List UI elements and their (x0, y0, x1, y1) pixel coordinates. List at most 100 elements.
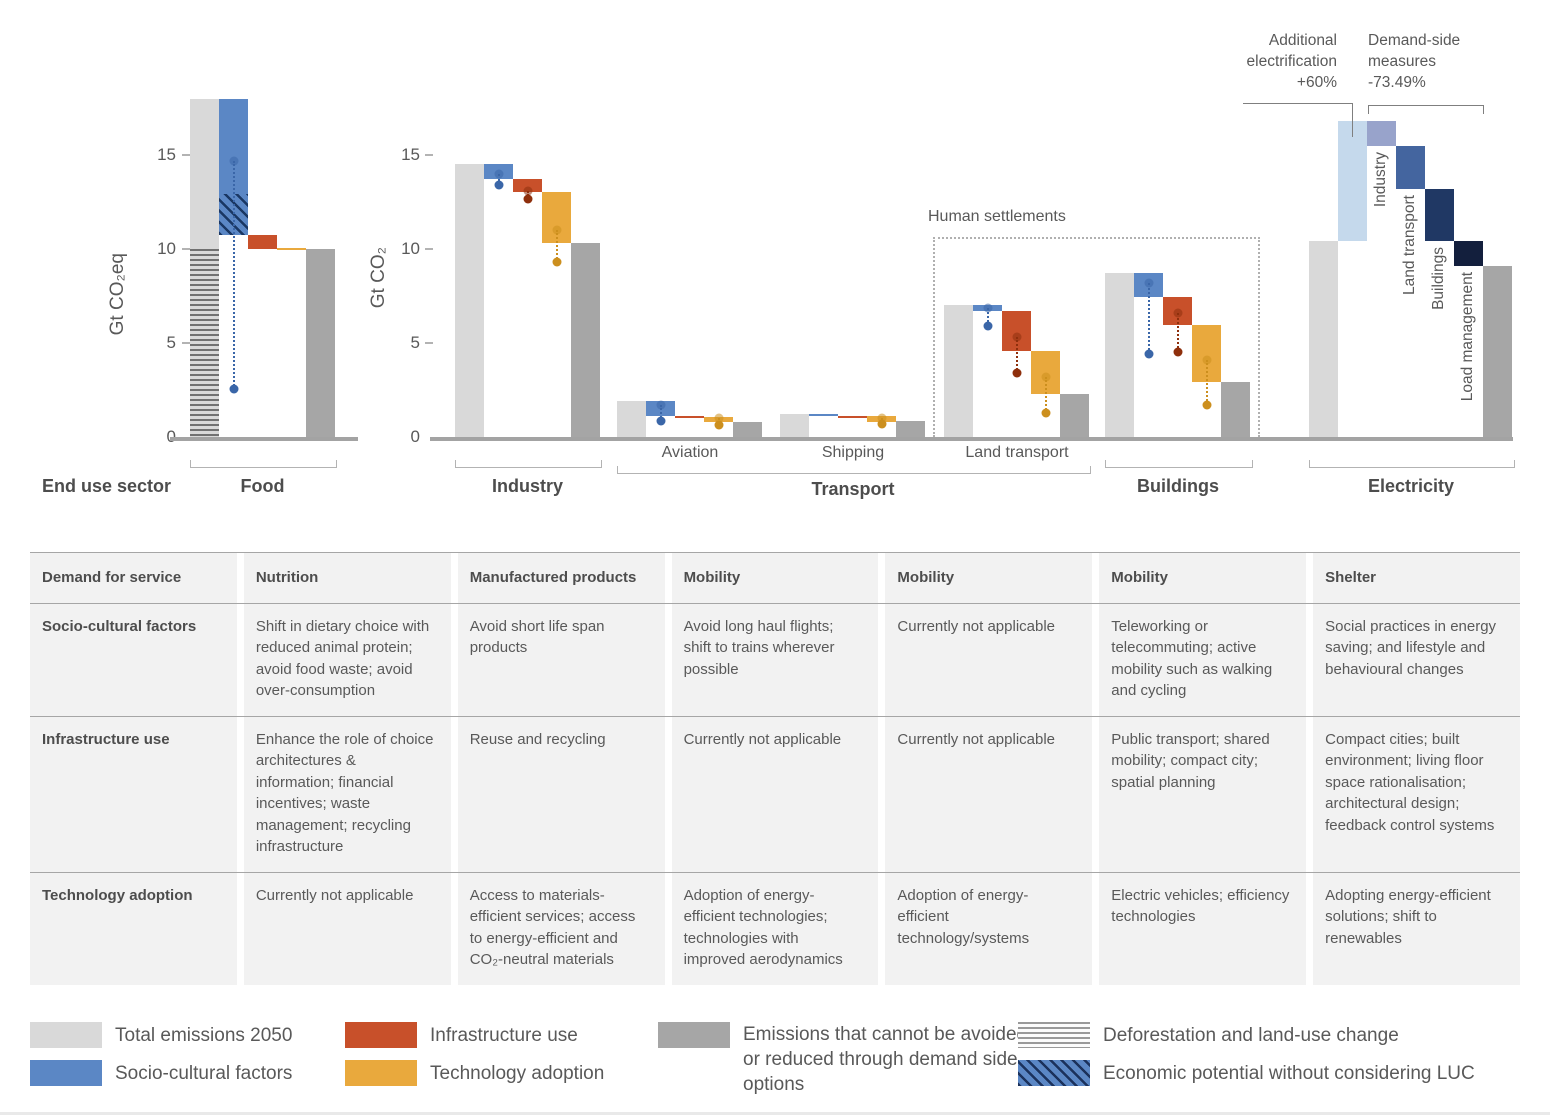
electricity-elec_land-bar (1396, 145, 1425, 189)
land_transport-residual-bar (1060, 393, 1089, 437)
buildings-tech-dot (1202, 355, 1211, 365)
y-tick-10: 10 (157, 239, 176, 258)
buildings-infra-dot (1173, 308, 1182, 318)
electricity-elec_buildings-bar (1425, 188, 1454, 242)
table-header-cell: Manufactured products (457, 553, 665, 603)
shipping-infra-bar (838, 415, 867, 418)
electricity-industry-rotated-label: Industry (1371, 151, 1389, 207)
table-row: Infrastructure use Enhance the role of ch… (30, 716, 1520, 873)
industry-socio-dot (494, 169, 503, 179)
y-tick-0: 0 (130, 427, 176, 447)
y-tick-mark-10 (425, 248, 433, 250)
land_transport-tech-dot (1041, 372, 1050, 382)
legend-swatch-total (30, 1022, 102, 1048)
aviation-infra-bar (675, 415, 704, 418)
y-tick-5: 5 (410, 333, 420, 352)
buildings-tech-range-dot (1202, 400, 1211, 410)
legend-swatch-socio (30, 1060, 102, 1086)
human-settlements-label: Human settlements (928, 208, 1066, 225)
land_transport-socio-dot (983, 303, 992, 313)
buildings-infra-whisker (1176, 312, 1179, 353)
additional-electrification-pointer (1352, 103, 1353, 137)
industry-bracket (455, 460, 602, 468)
shipping-socio-bar (809, 414, 838, 417)
shipping-tech-dot (877, 413, 886, 423)
food-infra-bar (248, 234, 277, 249)
left-y-axis-label: Gt CO₂eq (107, 253, 128, 336)
table-header-cell: Demand for service (30, 553, 237, 603)
additional-electrification-annotation: Additional electrification +60% (1182, 30, 1337, 93)
transport-bracket (617, 466, 1091, 474)
legend-swatch-residual (658, 1022, 730, 1048)
food-total-bar (190, 98, 219, 437)
table-cell: Electric vehicles; efficiency technologi… (1099, 872, 1307, 985)
y-tick-mark-15 (425, 154, 433, 156)
legend-label-residual: Emissions that cannot be avoided or redu… (743, 1024, 1028, 1095)
buildings-total-bar (1105, 273, 1134, 437)
y-tick-mark-5 (182, 342, 190, 344)
additional-electrification-label: Additional electrification (1246, 32, 1337, 70)
table-cell: Adoption of energy-efficient technologie… (671, 872, 879, 985)
left-x-axis (170, 437, 358, 441)
buildings-bracket (1105, 460, 1253, 468)
aviation-total-bar (617, 401, 646, 437)
industry-infra-bar (513, 179, 542, 192)
electricity-load-management-rotated-label: Load management (1458, 271, 1476, 402)
y-tick-mark-10 (182, 248, 190, 250)
table-cell: Enhance the role of choice architectures… (243, 716, 451, 872)
sub-label-shipping: Shipping (821, 444, 885, 461)
land_transport-socio-range-dot (983, 321, 992, 331)
end-use-sector-label: End use sector (42, 476, 172, 496)
industry-residual-bar (571, 243, 600, 437)
electricity-total-bar (1309, 241, 1338, 437)
table-header-cell: Nutrition (243, 553, 451, 603)
demand-side-value: -73.49% (1368, 74, 1426, 91)
table-header-row: Demand for service Nutrition Manufactured … (30, 553, 1520, 604)
table-cell: Adoption of energy-efficient technology/… (885, 872, 1093, 985)
table-header-cell: Mobility (885, 553, 1093, 603)
aviation-tech-range-dot (714, 420, 723, 430)
land_transport-infra-whisker (1015, 337, 1018, 374)
electricity-elec_add-bar (1338, 121, 1367, 242)
electricity-elec_industry-bar (1367, 121, 1396, 146)
buildings-residual-bar (1221, 382, 1250, 437)
land_transport-infra-dot (1012, 332, 1021, 342)
table-cell: Social practices in energy saving; and l… (1313, 603, 1520, 716)
legend-label-total: Total emissions 2050 (115, 1025, 293, 1046)
table-header-cell: Mobility (671, 553, 879, 603)
legend-swatch-landuse (1018, 1022, 1090, 1048)
buildings-socio-whisker (1147, 282, 1150, 355)
industry-infra-dot (523, 186, 532, 196)
table-cell: Currently not applicable (671, 716, 879, 872)
land_transport-infra-range-dot (1012, 368, 1021, 378)
table-cell: Teleworking or telecommuting; active mob… (1099, 603, 1307, 716)
sector-label-industry: Industry (491, 476, 563, 496)
legend-swatch-econ (1018, 1060, 1090, 1086)
legend-label-socio: Socio-cultural factors (115, 1063, 293, 1084)
land_transport-total-bar (944, 305, 973, 437)
demand-side-bracket (1368, 105, 1484, 114)
table-header-cell: Mobility (1099, 553, 1307, 603)
buildings-socio-dot (1144, 278, 1153, 288)
sector-label-transport: Transport (811, 479, 895, 499)
food-socio-whisker (232, 160, 235, 390)
aviation-socio-range-dot (656, 416, 665, 426)
shipping-total-bar (780, 414, 809, 437)
aviation-socio-whisker (659, 405, 662, 421)
sub-label-aviation: Aviation (661, 444, 719, 461)
sub-label-land-transport: Land transport (965, 444, 1069, 461)
electricity-elec_load-bar (1454, 241, 1483, 266)
y-tick-mark-15 (182, 154, 190, 156)
sector-label-buildings: Buildings (1137, 476, 1219, 496)
table-row: Socio-cultural factors Shift in dietary c… (30, 603, 1520, 717)
industry-tech-whisker (555, 230, 558, 263)
legend-label-tech: Technology adoption (430, 1063, 605, 1084)
industry-socio-range-dot (494, 180, 503, 190)
table-row-label: Technology adoption (30, 872, 237, 985)
table-cell: Currently not applicable (885, 716, 1093, 872)
land_transport-tech-range-dot (1041, 408, 1050, 418)
electricity-bracket (1309, 460, 1515, 468)
table-row: Technology adoption Currently not applica… (30, 872, 1520, 985)
table-cell: Avoid short life span products (457, 603, 665, 716)
